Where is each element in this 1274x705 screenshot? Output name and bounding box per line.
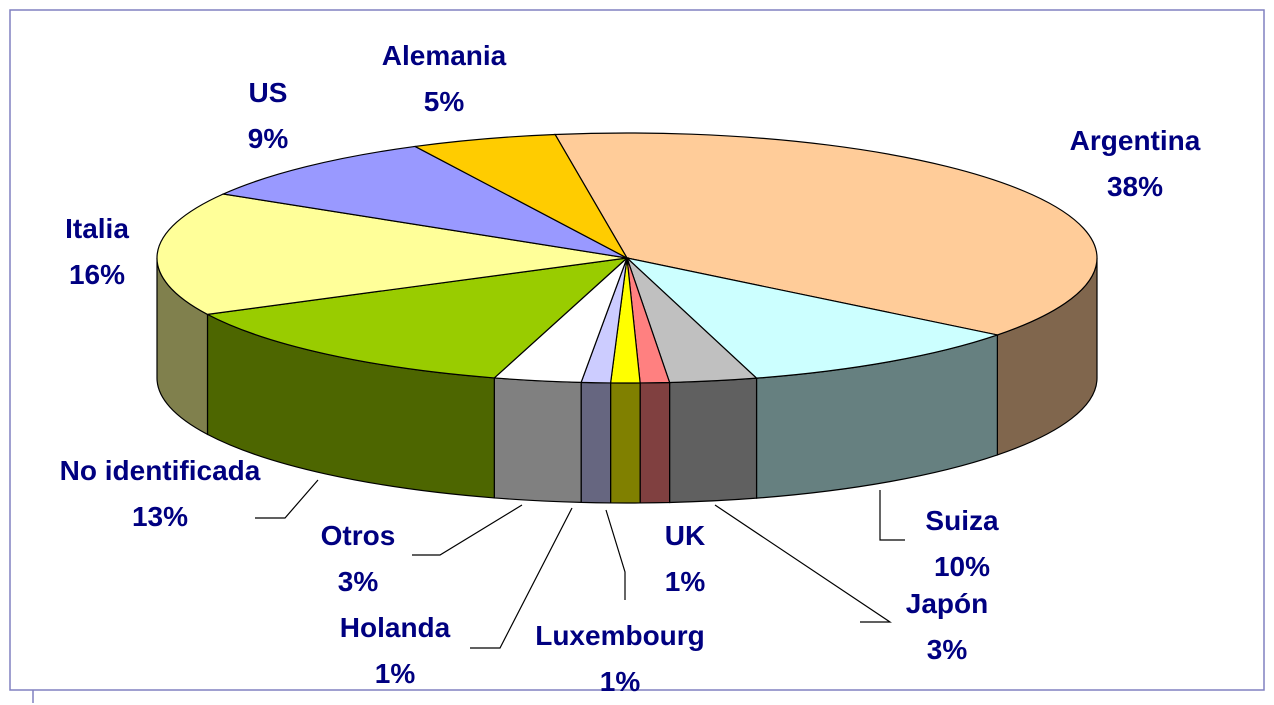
- slice-label: UK 1%: [625, 513, 745, 605]
- slice-label: US 9%: [208, 70, 328, 162]
- value-label: 1%: [374, 658, 416, 689]
- slice-tops: [156, 132, 1098, 384]
- slice: [156, 193, 628, 315]
- slice-side: [493, 377, 582, 504]
- slice-label: Holanda 1%: [285, 605, 505, 697]
- leader-lines: [255, 479, 905, 649]
- slice-label: Suiza 10%: [862, 498, 1062, 590]
- value-label: 3%: [926, 634, 968, 665]
- category-label: Argentina: [1069, 125, 1201, 156]
- slice-label: Japón 3%: [847, 581, 1047, 673]
- slice-label: Otros 3%: [278, 513, 438, 605]
- value-label: 1%: [664, 566, 706, 597]
- category-label: Luxembourg: [535, 620, 705, 651]
- category-label: Holanda: [339, 612, 451, 643]
- value-label: 9%: [247, 123, 289, 154]
- value-label: 3%: [337, 566, 379, 597]
- slice-label: No identificada 13%: [53, 448, 268, 540]
- slice-label: Argentina 38%: [1005, 118, 1265, 210]
- slice: [205, 257, 629, 379]
- category-label: Japón: [905, 588, 989, 619]
- value-label: 10%: [933, 551, 991, 582]
- category-label: UK: [664, 520, 706, 551]
- slice-label: Luxembourg 1%: [490, 613, 750, 705]
- slice-sides: [156, 257, 1098, 504]
- value-label: 38%: [1106, 171, 1164, 202]
- value-label: 1%: [599, 666, 641, 697]
- value-label: 13%: [131, 501, 189, 532]
- slice-side: [639, 381, 671, 504]
- slice-side: [609, 382, 641, 504]
- slice-side: [668, 377, 758, 504]
- category-label: No identificada: [59, 455, 261, 486]
- slice: [221, 145, 628, 259]
- category-label: Alemania: [381, 40, 507, 71]
- value-label: 16%: [68, 259, 126, 290]
- slice: [625, 256, 1000, 379]
- value-label: 5%: [423, 86, 465, 117]
- category-label: US: [248, 77, 288, 108]
- slice-label: Alemania 5%: [344, 33, 544, 125]
- slice: [413, 133, 629, 260]
- category-label: Suiza: [925, 505, 999, 536]
- category-label: Italia: [65, 213, 129, 244]
- slice: [554, 132, 1098, 336]
- category-label: Otros: [320, 520, 396, 551]
- slice-label: Italia 16%: [17, 206, 177, 298]
- slice-side: [580, 381, 612, 504]
